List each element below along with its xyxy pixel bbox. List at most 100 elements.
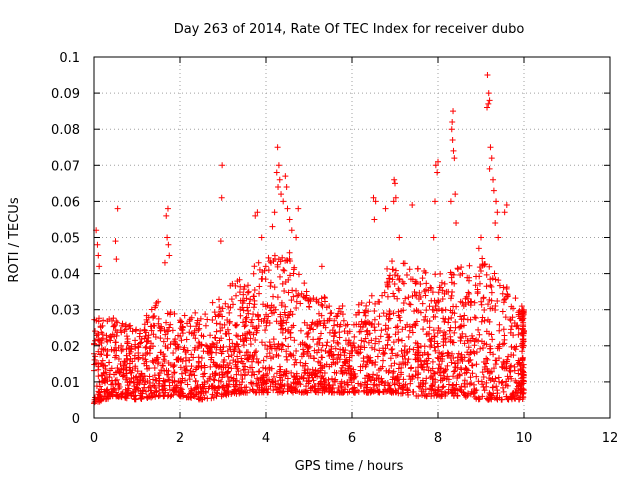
data-point bbox=[211, 386, 218, 393]
data-point bbox=[107, 367, 114, 374]
data-point bbox=[478, 234, 484, 241]
data-point bbox=[167, 321, 174, 328]
data-point bbox=[233, 332, 240, 339]
data-point bbox=[186, 357, 193, 364]
data-point bbox=[363, 302, 370, 309]
data-point bbox=[245, 349, 252, 356]
data-point bbox=[457, 323, 464, 330]
data-point bbox=[143, 343, 150, 350]
data-point bbox=[309, 374, 316, 381]
data-point bbox=[351, 333, 358, 340]
data-point bbox=[105, 389, 112, 396]
data-point bbox=[282, 372, 289, 379]
data-point bbox=[101, 394, 108, 401]
data-point bbox=[229, 340, 236, 347]
data-point bbox=[513, 392, 520, 399]
data-point bbox=[175, 345, 182, 352]
data-point bbox=[369, 320, 376, 327]
data-point bbox=[443, 375, 450, 382]
data-point bbox=[256, 283, 263, 290]
data-point bbox=[210, 359, 217, 366]
data-point bbox=[318, 330, 325, 337]
data-point bbox=[392, 180, 398, 187]
data-point bbox=[489, 375, 496, 382]
data-point bbox=[512, 295, 519, 302]
y-tick-label: 0.08 bbox=[51, 123, 80, 138]
data-point bbox=[184, 347, 191, 354]
data-point bbox=[314, 321, 321, 328]
data-point bbox=[220, 358, 227, 365]
data-point bbox=[214, 390, 221, 397]
data-point bbox=[266, 367, 273, 374]
data-point bbox=[371, 316, 378, 323]
data-point bbox=[178, 386, 185, 393]
data-point bbox=[337, 346, 344, 353]
data-point bbox=[505, 353, 512, 360]
data-point bbox=[161, 259, 168, 266]
data-point bbox=[453, 303, 460, 310]
data-point bbox=[241, 337, 248, 344]
data-point bbox=[423, 280, 430, 287]
data-point bbox=[221, 321, 228, 328]
data-point bbox=[282, 257, 289, 264]
data-point bbox=[406, 301, 413, 308]
data-point bbox=[340, 362, 347, 369]
data-point bbox=[166, 377, 173, 384]
data-point bbox=[384, 337, 391, 344]
data-point bbox=[363, 328, 370, 335]
data-point bbox=[110, 385, 117, 392]
data-point bbox=[266, 339, 273, 346]
data-point bbox=[143, 316, 150, 323]
data-point bbox=[434, 369, 441, 376]
data-point bbox=[183, 366, 190, 373]
data-point bbox=[252, 337, 259, 344]
data-point bbox=[142, 388, 149, 395]
data-point bbox=[443, 288, 450, 295]
data-point bbox=[143, 329, 150, 336]
data-point bbox=[271, 284, 278, 291]
data-point bbox=[518, 329, 525, 336]
data-point bbox=[318, 263, 325, 270]
data-point bbox=[262, 276, 269, 283]
data-point bbox=[182, 354, 189, 361]
data-point bbox=[433, 299, 440, 306]
data-point bbox=[436, 284, 443, 291]
data-point bbox=[484, 356, 491, 363]
data-point bbox=[435, 158, 441, 165]
data-point bbox=[180, 346, 187, 353]
data-point bbox=[450, 382, 457, 389]
data-point bbox=[210, 376, 217, 383]
data-point bbox=[484, 368, 491, 375]
data-point bbox=[270, 309, 277, 316]
data-point bbox=[262, 386, 269, 393]
data-point bbox=[301, 280, 308, 287]
data-point bbox=[483, 341, 490, 348]
data-point bbox=[421, 358, 428, 365]
data-point bbox=[381, 382, 388, 389]
data-point bbox=[151, 364, 158, 371]
y-tick-label: 0.02 bbox=[51, 340, 80, 355]
data-point bbox=[452, 364, 459, 371]
data-point bbox=[170, 349, 177, 356]
data-point bbox=[232, 322, 239, 329]
data-point bbox=[448, 292, 455, 299]
y-tick-label: 0.06 bbox=[51, 195, 80, 210]
data-point bbox=[514, 383, 521, 390]
data-point bbox=[104, 393, 111, 400]
data-point bbox=[500, 360, 507, 367]
data-point bbox=[444, 362, 451, 369]
data-point bbox=[384, 279, 391, 286]
data-point bbox=[286, 249, 293, 256]
data-point bbox=[457, 313, 464, 320]
data-point bbox=[202, 311, 209, 318]
data-point bbox=[485, 90, 492, 97]
data-point bbox=[447, 198, 454, 205]
data-point bbox=[251, 263, 258, 270]
data-point bbox=[465, 344, 472, 351]
data-point bbox=[365, 308, 372, 315]
data-point bbox=[516, 307, 523, 314]
data-point bbox=[298, 373, 305, 380]
data-point bbox=[507, 317, 514, 324]
data-point bbox=[213, 349, 220, 356]
data-point bbox=[495, 277, 502, 284]
